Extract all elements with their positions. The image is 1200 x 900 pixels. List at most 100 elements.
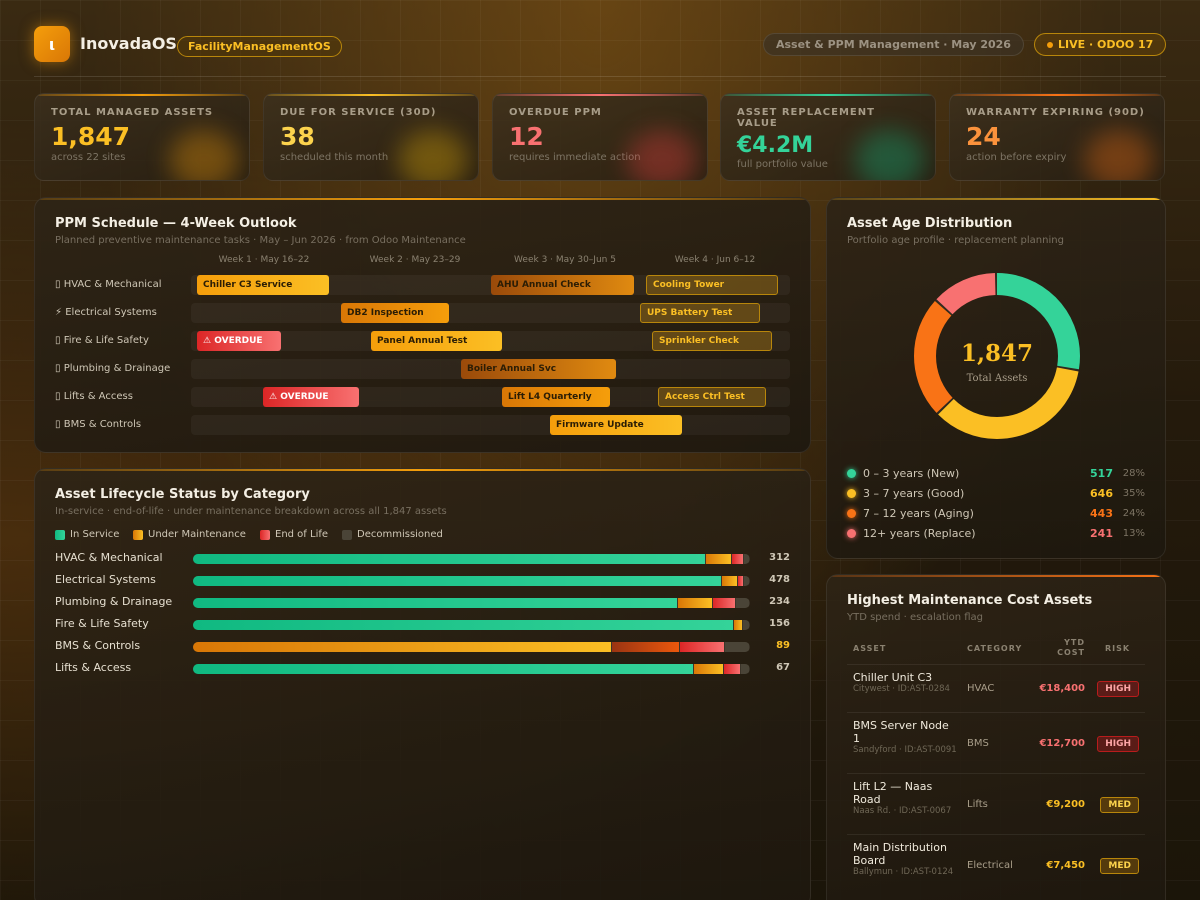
lifecycle-row-label: HVAC & Mechanical <box>55 551 163 564</box>
live-status-pill: LIVE · ODOO 17 <box>1034 33 1167 56</box>
week-header: Week 2 · May 23–29 <box>369 255 461 265</box>
age-legend-row[interactable]: 3 – 7 years (Good) 646 35% <box>847 487 1145 500</box>
kpi-total-assets[interactable]: TOTAL MANAGED ASSETS 1,847 across 22 sit… <box>34 93 250 181</box>
asset-location: Sandyford · ID:AST-0091 <box>853 745 957 756</box>
panel-subtitle: Portfolio age profile · replacement plan… <box>847 235 1064 246</box>
segment-in-service <box>193 576 722 586</box>
ppm-task[interactable]: Cooling Tower <box>646 275 778 295</box>
cost-table-row[interactable]: Chiller Unit C3 Citywest · ID:AST-0284 HVA… <box>847 664 1145 712</box>
cost-table-row[interactable]: Main Distribution Board Ballymun · ID:AST… <box>847 834 1145 895</box>
segment-decommissioned <box>744 554 749 564</box>
donut-center-value: 1,847 <box>961 340 1033 367</box>
lifecycle-bar[interactable] <box>193 576 750 586</box>
ppm-row-label: ▯ Plumbing & Drainage <box>55 363 170 374</box>
category-icon: ▯ <box>55 279 61 290</box>
kpi-overdue-ppm[interactable]: OVERDUE PPM 12 requires immediate action <box>492 93 708 181</box>
kpi-value: €4.2M <box>737 133 814 158</box>
col-header-asset[interactable]: ASSET <box>853 644 887 653</box>
period-pill: Asset & PPM Management · May 2026 <box>763 33 1024 56</box>
legend-end-of-life: End of Life <box>260 529 328 540</box>
kpi-value: 12 <box>509 122 544 151</box>
ppm-task[interactable]: Panel Annual Test <box>371 331 502 351</box>
ppm-row-name: Plumbing & Drainage <box>63 363 171 374</box>
age-legend-row[interactable]: 7 – 12 years (Aging) 443 24% <box>847 507 1145 520</box>
segment-in-service <box>193 664 694 674</box>
col-header-category[interactable]: CATEGORY <box>967 644 1023 653</box>
age-percent: 13% <box>1122 528 1145 539</box>
ppm-task[interactable]: Boiler Annual Svc <box>461 359 616 379</box>
kpi-sub: full portfolio value <box>737 159 828 170</box>
col-header-ytd-cost[interactable]: YTD COST <box>1053 638 1085 657</box>
asset-location: Ballymun · ID:AST-0124 <box>853 867 954 878</box>
category-icon: ▯ <box>55 391 61 402</box>
ppm-task-overdue[interactable]: ⚠ OVERDUE <box>197 331 281 351</box>
ppm-task[interactable]: Firmware Update <box>550 415 682 435</box>
ppm-task[interactable]: UPS Battery Test <box>640 303 760 323</box>
lifecycle-bar[interactable] <box>193 598 750 608</box>
legend-label: Under Maintenance <box>148 529 246 540</box>
col-header-risk[interactable]: RISK <box>1105 644 1131 653</box>
donut-segment[interactable] <box>914 273 1080 439</box>
lifecycle-bar[interactable] <box>193 664 750 674</box>
ppm-row-label: ▯ Fire & Life Safety <box>55 335 149 346</box>
segment-decommissioned <box>744 576 749 586</box>
ppm-row-name: Fire & Life Safety <box>63 335 149 346</box>
ppm-row-name: Electrical Systems <box>65 307 157 318</box>
ppm-task[interactable]: DB2 Inspection <box>341 303 449 323</box>
kpi-label: DUE FOR SERVICE (30D) <box>280 107 437 118</box>
age-count: 241 <box>1090 527 1113 540</box>
donut-segment[interactable] <box>914 273 1080 439</box>
donut-center-label: Total Assets <box>967 373 1028 384</box>
lifecycle-count: 234 <box>769 596 790 607</box>
ppm-row-label: ▯ Lifts & Access <box>55 391 133 402</box>
ppm-task[interactable]: Chiller C3 Service <box>197 275 329 295</box>
asset-category: Lifts <box>967 798 988 810</box>
kpi-value: 24 <box>966 122 1001 151</box>
asset-category: HVAC <box>967 683 995 694</box>
asset-category: BMS <box>967 737 989 749</box>
segment-maintenance <box>694 664 723 674</box>
age-percent: 28% <box>1122 468 1145 479</box>
segment-decommissioned <box>743 620 749 630</box>
cost-table-row[interactable]: BMS Server Node 1 Sandyford · ID:AST-0091… <box>847 712 1145 773</box>
segment-maintenance <box>734 620 743 630</box>
lifecycle-bar[interactable] <box>193 554 750 564</box>
segment-in-service <box>193 642 612 652</box>
legend-under-maintenance: Under Maintenance <box>133 529 246 540</box>
ppm-row-label: ⚡ Electrical Systems <box>55 307 157 318</box>
ppm-task[interactable]: Access Ctrl Test <box>658 387 766 407</box>
lifecycle-bar[interactable] <box>193 620 750 630</box>
kpi-due-service[interactable]: DUE FOR SERVICE (30D) 38 scheduled this … <box>263 93 479 181</box>
asset-name: Chiller Unit C3 <box>853 671 933 684</box>
kpi-warranty-expiring[interactable]: WARRANTY EXPIRING (90D) 24 action before… <box>949 93 1165 181</box>
age-legend-row[interactable]: 12+ years (Replace) 241 13% <box>847 527 1145 540</box>
age-legend-row[interactable]: 0 – 3 years (New) 517 28% <box>847 467 1145 480</box>
ppm-schedule-panel: PPM Schedule — 4-Week Outlook Planned pr… <box>34 197 811 453</box>
risk-badge: MED <box>1100 857 1139 874</box>
app-logo[interactable]: ι <box>34 26 70 62</box>
asset-name: BMS Server Node 1 <box>853 719 949 746</box>
legend-dot-icon <box>847 529 856 538</box>
donut-segment[interactable] <box>914 273 1080 439</box>
cost-table-row[interactable]: Lift L2 — Naas Road Naas Rd. · ID:AST-006… <box>847 773 1145 834</box>
lifecycle-row-label: BMS & Controls <box>55 639 141 652</box>
ppm-task[interactable]: Sprinkler Check <box>652 331 772 351</box>
ppm-track <box>191 275 790 295</box>
kpi-replacement-value[interactable]: ASSET REPLACEMENT VALUE €4.2M full portf… <box>720 93 936 181</box>
asset-name-cell: Main Distribution Board Ballymun · ID:AST… <box>853 841 957 878</box>
asset-location: Naas Rd. · ID:AST-0067 <box>853 806 952 817</box>
ppm-task-overdue[interactable]: ⚠ OVERDUE <box>263 387 359 407</box>
ppm-task[interactable]: Lift L4 Quarterly <box>502 387 610 407</box>
kpi-sub: scheduled this month <box>280 152 389 163</box>
risk-badge: HIGH <box>1097 681 1139 697</box>
age-label: 7 – 12 years (Aging) <box>863 507 974 520</box>
ppm-task[interactable]: AHU Annual Check <box>491 275 634 295</box>
segment-in-service <box>193 598 678 608</box>
kpi-sub: across 22 sites <box>51 152 126 163</box>
category-icon: ▯ <box>55 419 61 430</box>
age-distribution-panel: Asset Age Distribution Portfolio age pro… <box>826 197 1166 559</box>
lifecycle-bar[interactable] <box>193 642 750 652</box>
panel-subtitle: In-service · end-of-life · under mainten… <box>55 506 447 517</box>
age-label: 3 – 7 years (Good) <box>863 487 965 500</box>
kpi-label: WARRANTY EXPIRING (90D) <box>966 107 1145 118</box>
